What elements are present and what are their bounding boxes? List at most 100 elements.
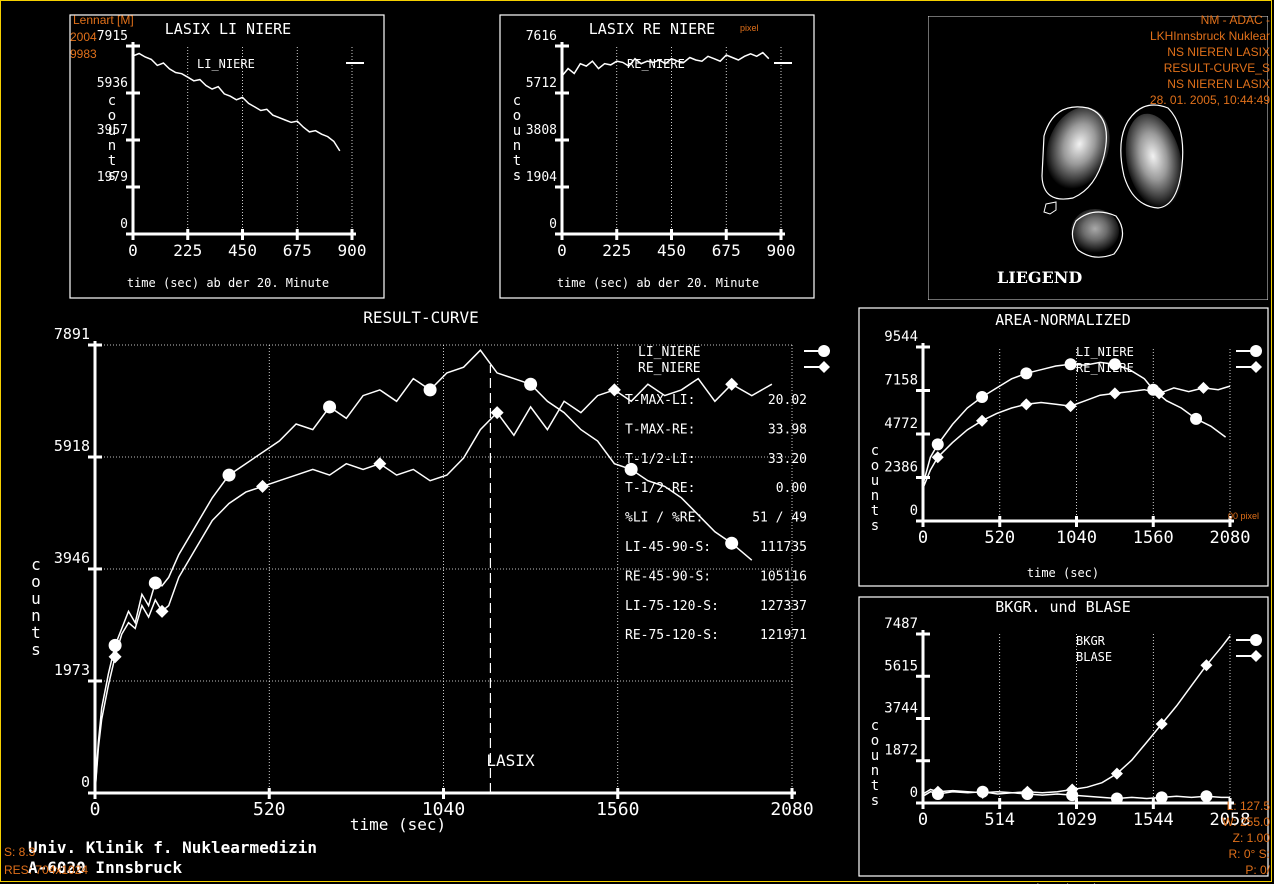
data-point (423, 383, 437, 397)
y-tick-label: 7487 (884, 616, 918, 632)
y-tick-label: 3946 (54, 549, 90, 567)
y-tick-label: 5615 (884, 658, 918, 674)
overlay-year: 2004 (70, 30, 97, 44)
overlay-pixel-mark: pixel (740, 23, 759, 33)
y-axis-label-char: t (871, 503, 879, 519)
stat-value-4: 0.00 (776, 481, 807, 496)
data-point (1155, 791, 1168, 804)
overlay-datetime: 28. 01. 2005, 10:44:49 (1149, 93, 1270, 107)
data-point (931, 451, 944, 464)
y-axis-label-char: t (108, 153, 116, 169)
y-tick-label: 7891 (54, 325, 90, 343)
data-point (1064, 358, 1077, 371)
data-point (1021, 785, 1034, 798)
data-point (976, 414, 989, 427)
stat-label-7: RE-45-90-S: (625, 569, 711, 584)
data-point (1155, 717, 1168, 730)
series-line-li-niere (922, 361, 1227, 485)
y-axis-label-char: u (871, 748, 879, 764)
x-axis-label: time (sec) (1027, 882, 1099, 884)
data-point (1108, 358, 1121, 371)
legend-label: RE_NIERE (1076, 361, 1134, 375)
y-axis-label-char: c (31, 555, 41, 574)
y-axis-label-char: s (108, 168, 116, 184)
overlay-study: NS NIEREN LASIX (1167, 45, 1270, 59)
y-tick-label: 0 (549, 217, 557, 232)
x-axis-label: time (sec) ab der 20. Minute (127, 276, 329, 290)
legend-marker (1250, 634, 1262, 646)
y-axis-label-char: c (871, 443, 879, 459)
data-point (155, 604, 169, 618)
x-axis-label: time (sec) ab der 20. Minute (557, 276, 759, 290)
institution-line2: A-6020 Innsbruck (28, 858, 183, 877)
patient-position-label: LIEGEND (997, 268, 1083, 287)
y-tick-label: 5918 (54, 437, 90, 455)
y-tick-label: 7158 (884, 373, 918, 389)
stat-value-2: 33.98 (768, 422, 807, 437)
data-point (148, 576, 162, 590)
data-point (1200, 659, 1213, 672)
x-tick-label: 2080 (770, 799, 813, 820)
data-point (931, 438, 944, 451)
stat-label-4: T-1/2-RE: (625, 481, 695, 496)
chart-frame (499, 14, 815, 299)
institution-line1: Univ. Klinik f. Nuklearmedizin (28, 838, 317, 857)
chart-title: LASIX LI NIERE (165, 20, 291, 38)
stat-label-3: T-1/2-LI: (625, 452, 695, 467)
chart-frame (69, 14, 385, 299)
x-tick-label: 0 (918, 528, 928, 548)
kidney-image-panel (927, 15, 1269, 301)
legend-label: LI_NIERE (1076, 345, 1134, 359)
overlay-institution: LKHInnsbruck Nuklear (1149, 29, 1270, 43)
y-axis-label-char: s (31, 640, 41, 659)
overlay-rotation: R: 0° S: (1228, 847, 1270, 861)
data-point (524, 377, 538, 391)
stat-value-8: 127337 (760, 599, 807, 614)
data-point (1020, 398, 1033, 411)
legend-label: RE_NIERE (638, 361, 701, 376)
stat-label-5: %LI / %RE: (625, 511, 703, 526)
y-tick-label: 3808 (526, 123, 557, 138)
stat-label-9: RE-75-120-S: (625, 628, 719, 643)
lasix-label: LASIX (486, 751, 535, 770)
data-point (607, 383, 621, 397)
x-tick-label: 2058 (1210, 810, 1251, 830)
y-axis-label-char: u (108, 123, 116, 139)
series-line-re-niere (94, 377, 773, 794)
y-axis-label-char: o (31, 572, 41, 591)
y-tick-label: 5936 (97, 76, 128, 91)
y-axis-label-char: o (871, 733, 879, 749)
y-axis-label-char: s (513, 168, 521, 184)
x-tick-label: 1040 (1056, 528, 1097, 548)
stat-label-8: LI-75-120-S: (625, 599, 719, 614)
y-axis-label-char: n (871, 488, 879, 504)
overlay-id: 9983 (70, 47, 97, 61)
data-point (323, 400, 337, 414)
x-tick-label: 0 (90, 799, 101, 820)
x-tick-label: 450 (657, 241, 686, 260)
series-line-li-niere (132, 52, 341, 152)
y-tick-label: 1872 (884, 743, 918, 759)
stat-value-7: 105116 (760, 569, 807, 584)
overlay-pixel-mark-2: 00 pixel (1228, 511, 1260, 521)
y-tick-label: 1973 (54, 661, 90, 679)
data-point (1200, 790, 1213, 803)
y-tick-label: 0 (120, 217, 128, 232)
data-point (1110, 792, 1123, 805)
data-point (976, 786, 989, 799)
overlay-modality: NM - ADAC - (1200, 13, 1270, 27)
x-tick-label: 675 (712, 241, 741, 260)
legend-marker (1250, 650, 1262, 662)
chart-title: RESULT-CURVE (363, 308, 479, 327)
y-tick-label: 3744 (884, 700, 918, 716)
stat-value-1: 20.02 (768, 393, 807, 408)
data-point (373, 457, 387, 471)
y-axis-label-char: n (31, 606, 41, 625)
y-axis-label-char: n (513, 138, 521, 154)
overlay-zoom: Z: 1.00 (1232, 831, 1270, 845)
overlay-study-2: NS NIEREN LASIX (1167, 77, 1270, 91)
legend-marker (1250, 345, 1262, 357)
data-point (1066, 783, 1079, 796)
